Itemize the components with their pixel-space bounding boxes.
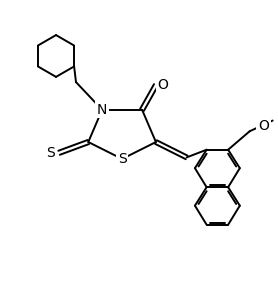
Text: S: S <box>46 146 55 160</box>
Text: N: N <box>97 103 107 117</box>
Text: O: O <box>157 78 168 92</box>
Text: S: S <box>118 152 126 166</box>
Text: O: O <box>258 119 269 133</box>
